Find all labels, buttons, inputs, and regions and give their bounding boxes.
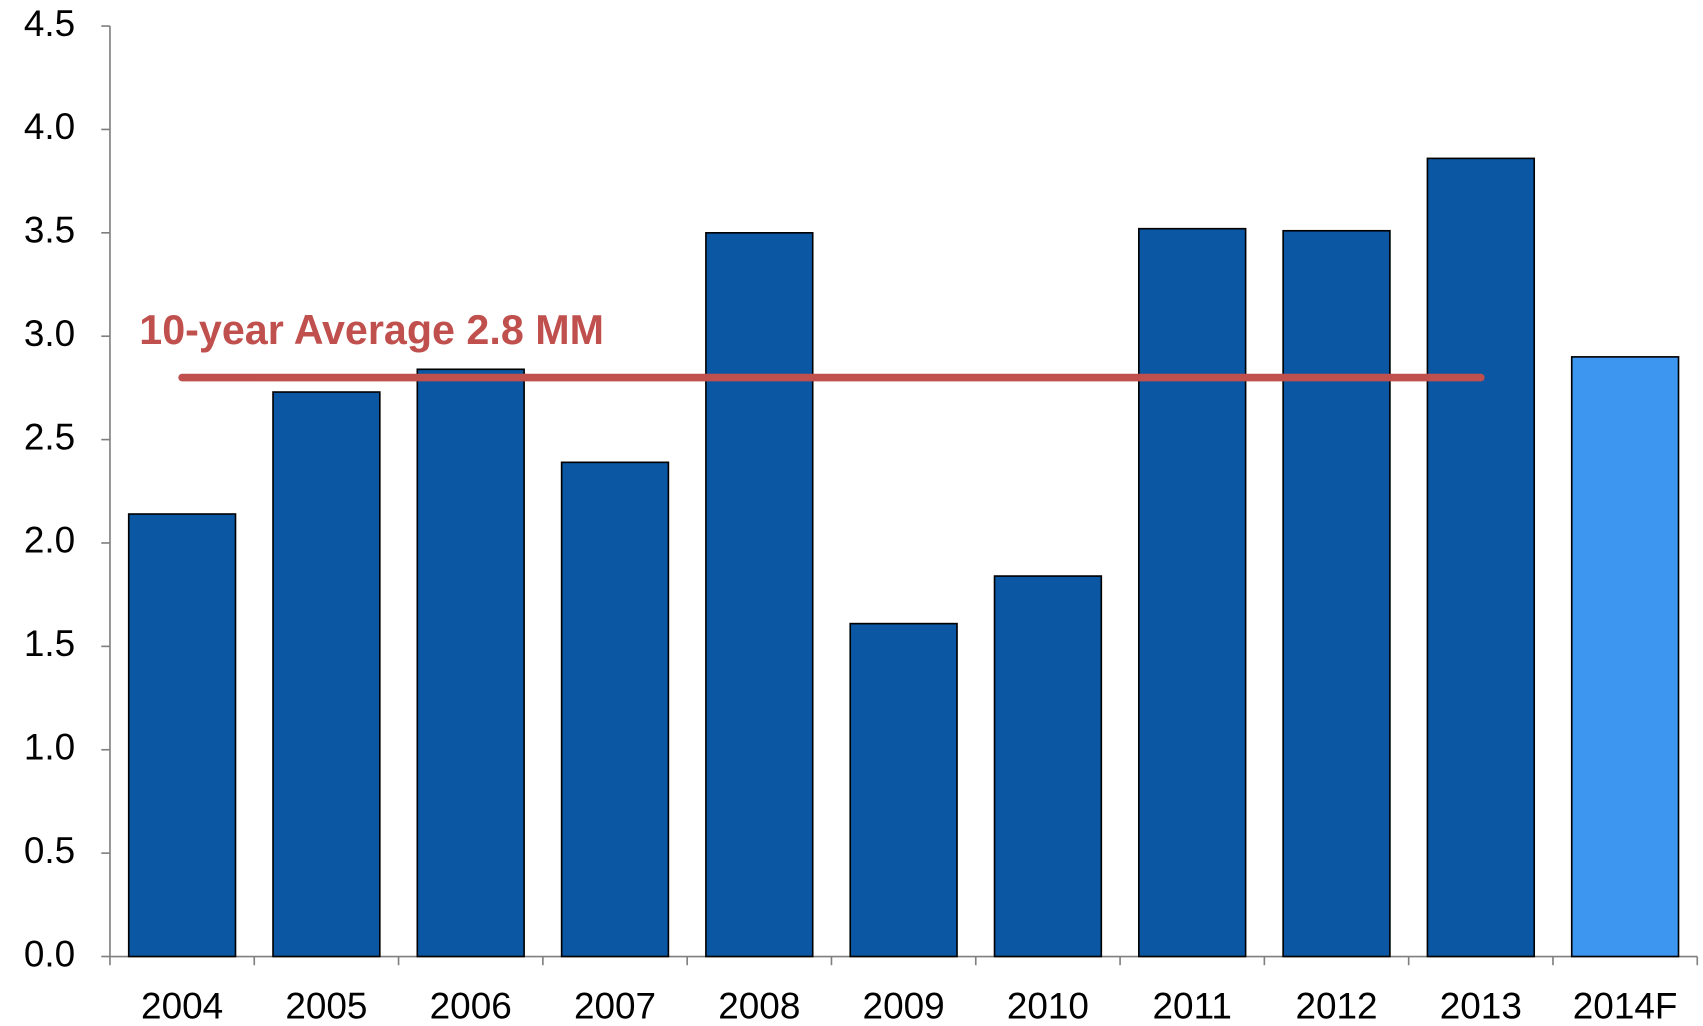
- x-tick-label: 2007: [574, 985, 656, 1026]
- y-tick-label: 4.0: [24, 106, 75, 147]
- bar: [849, 622, 958, 958]
- bar: [993, 575, 1103, 958]
- bar: [416, 368, 525, 958]
- x-tick-label: 2010: [1007, 985, 1089, 1026]
- y-tick-label: 3.0: [24, 313, 75, 354]
- y-tick-label: 1.0: [24, 726, 75, 767]
- bar: [1282, 229, 1391, 958]
- average-label: 10-year Average 2.8 MM: [139, 307, 604, 353]
- y-tick-label: 0.0: [24, 933, 75, 974]
- x-tick-label: 2012: [1295, 985, 1377, 1026]
- bar: [1426, 157, 1536, 958]
- x-tick-label: 2009: [863, 985, 945, 1026]
- y-tick-label: 0.5: [24, 830, 75, 871]
- y-tick-label: 4.5: [24, 3, 75, 44]
- y-tick-label: 2.5: [24, 416, 75, 457]
- x-tick-label: 2014F: [1573, 985, 1678, 1026]
- y-tick-label: 2.0: [24, 520, 75, 561]
- x-tick-label: 2013: [1440, 985, 1522, 1026]
- x-tick-label: 2004: [141, 985, 223, 1026]
- x-tick-label: 2006: [430, 985, 512, 1026]
- bar: [1570, 356, 1680, 958]
- bar: [560, 461, 670, 958]
- x-tick-label: 2008: [718, 985, 800, 1026]
- bar: [705, 232, 814, 958]
- x-tick-label: 2005: [285, 985, 367, 1026]
- x-tick-label: 2011: [1153, 985, 1232, 1026]
- y-tick-label: 1.5: [24, 623, 75, 664]
- bar: [272, 391, 381, 958]
- y-tick-label: 3.5: [24, 210, 75, 251]
- bar: [127, 513, 237, 958]
- bar: [1138, 227, 1247, 958]
